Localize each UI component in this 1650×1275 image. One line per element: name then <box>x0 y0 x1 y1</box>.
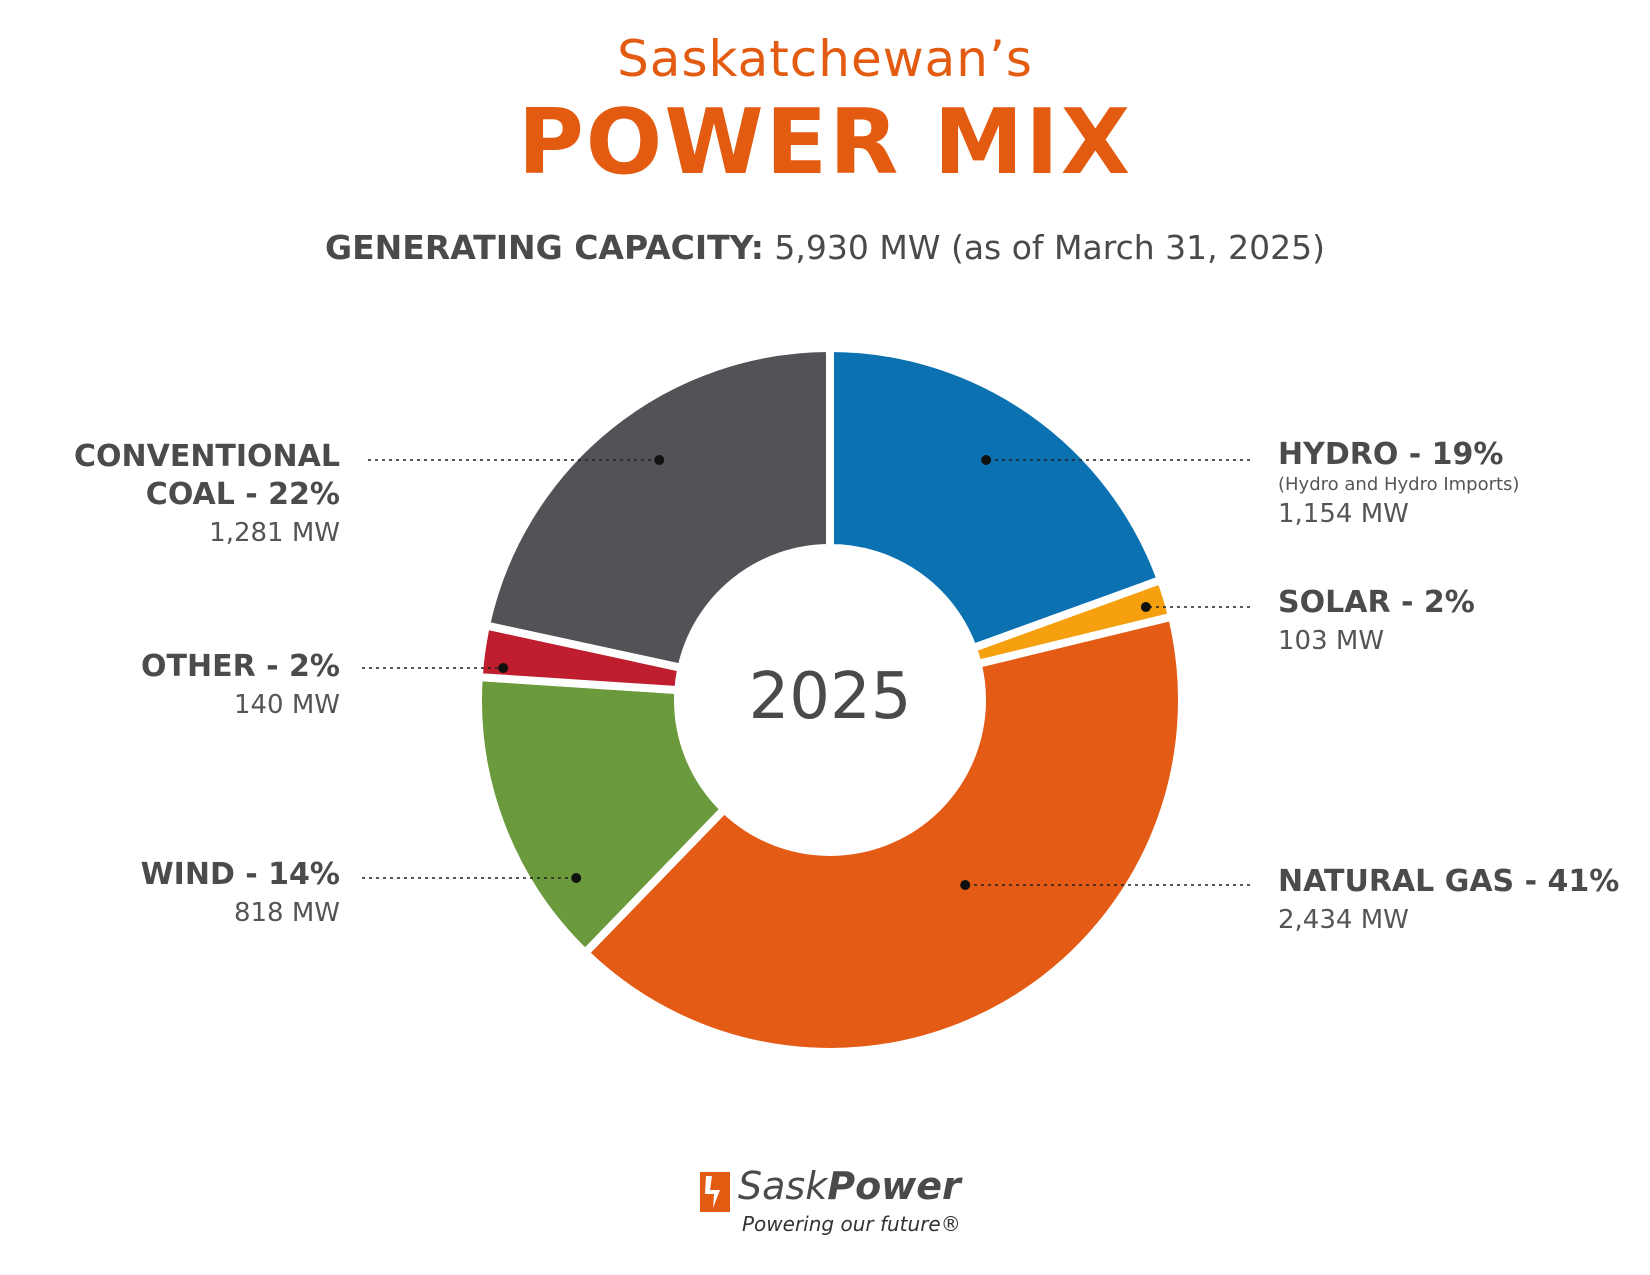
subtitle: GENERATING CAPACITY: 5,930 MW (as of Mar… <box>0 228 1650 267</box>
label-hydro: HYDRO - 19% (Hydro and Hydro Imports) 1,… <box>1278 436 1519 529</box>
leader-dot-solar <box>1140 602 1151 612</box>
leader-dot-conventional-coal <box>654 455 665 465</box>
logo-name-bold: Power <box>827 1164 961 1208</box>
label-hydro-note: (Hydro and Hydro Imports) <box>1278 474 1520 495</box>
label-solar: SOLAR - 2% 103 MW <box>1278 584 1475 656</box>
slice-conventional-coal <box>481 344 834 672</box>
label-conventional-coal: CONVENTIONAL COAL - 22% 1,281 MW <box>40 438 340 548</box>
subtitle-label: GENERATING CAPACITY: <box>325 228 764 267</box>
label-wind: WIND - 14% 818 MW <box>60 856 340 928</box>
slice-natural-gas <box>581 612 1186 1056</box>
label-coal-title-line1: CONVENTIONAL <box>73 439 340 474</box>
logo-name-light: Sask <box>738 1164 828 1208</box>
label-wind-mw: 818 MW <box>233 898 340 928</box>
title-main: POWER MIX <box>517 90 1133 195</box>
label-other-mw: 140 MW <box>233 690 340 720</box>
label-hydro-mw: 1,154 MW <box>1278 499 1409 529</box>
label-solar-title: SOLAR - 2% <box>1278 585 1475 620</box>
leader-dot-wind <box>571 873 582 883</box>
label-hydro-title: HYDRO - 19% <box>1278 437 1504 472</box>
label-other: OTHER - 2% 140 MW <box>60 648 340 720</box>
logo-tagline: Powering our future® <box>742 1212 961 1236</box>
leader-dot-hydro <box>981 455 992 465</box>
lightning-bolt-icon <box>700 1172 730 1212</box>
logo-name: SaskPower <box>738 1164 961 1208</box>
leader-dot-other <box>498 663 509 673</box>
label-coal-title-line2: COAL - 22% <box>145 477 340 512</box>
subtitle-value: 5,930 MW (as of March 31, 2025) <box>774 228 1325 267</box>
label-natural-gas-mw: 2,434 MW <box>1278 905 1409 935</box>
label-natural-gas: NATURAL GAS - 41% 2,434 MW <box>1278 863 1619 935</box>
label-wind-title: WIND - 14% <box>140 857 340 892</box>
slice-wind <box>474 673 729 957</box>
slice-hydro <box>826 344 1165 653</box>
label-solar-mw: 103 MW <box>1278 626 1385 656</box>
leader-dot-natural-gas <box>960 880 971 890</box>
title-top: Saskatchewan’s <box>617 30 1033 88</box>
label-coal-mw: 1,281 MW <box>209 518 340 548</box>
label-natural-gas-title: NATURAL GAS - 41% <box>1278 864 1620 899</box>
label-other-title: OTHER - 2% <box>141 649 340 684</box>
center-year-label: 2025 <box>748 660 912 734</box>
